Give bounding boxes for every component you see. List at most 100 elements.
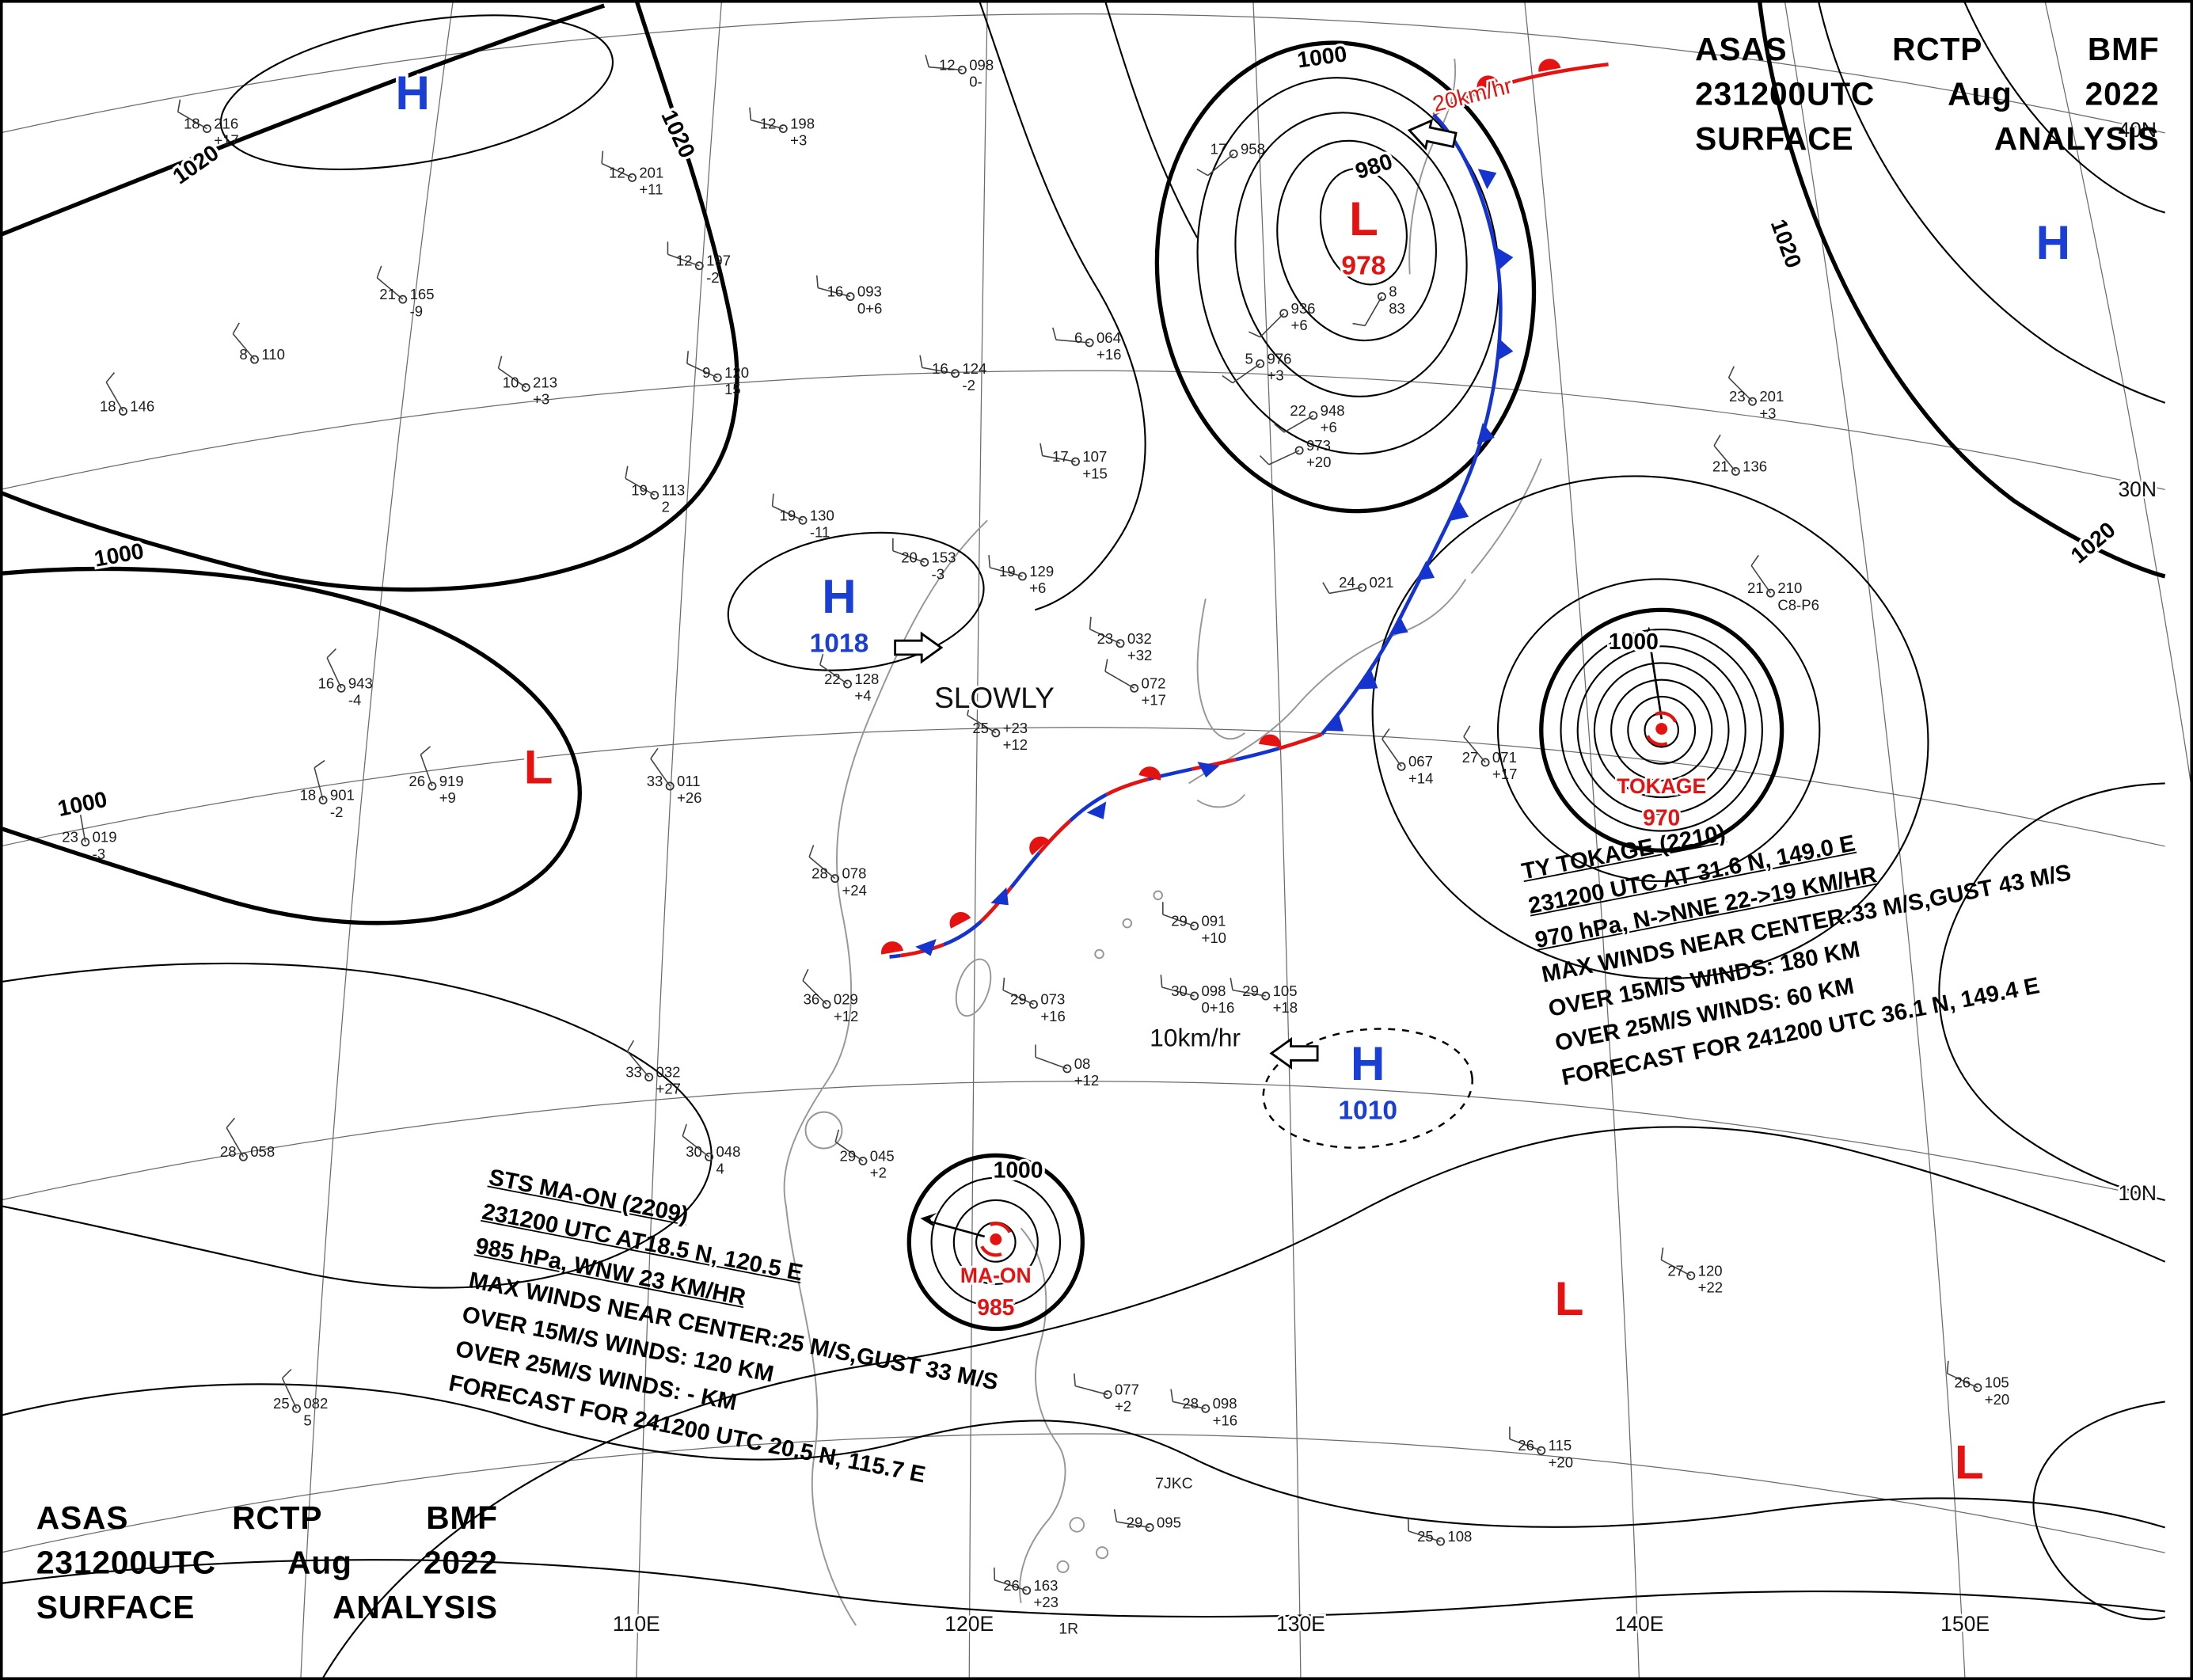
annotation-text: SLOWLY [934,681,1055,714]
station-plot: 27 120+22 [1660,1247,1723,1296]
wind-barb [1947,1373,1978,1389]
wind-barb [802,980,827,1005]
station-aux: +6 [1029,580,1046,596]
isobars [906,1153,1085,1332]
wind-barb [1713,445,1736,472]
station-aux: +12 [1074,1072,1099,1089]
station-circle [628,173,637,182]
station-temp: 17 [1211,140,1227,157]
isobars [0,3,606,238]
station-aux: -2 [330,804,343,820]
station-circle [1190,922,1199,931]
station-circle [1358,583,1367,592]
pressure-value: 978 [1341,251,1385,280]
wind-barb-tick [834,1129,840,1142]
station-temp: 19 [631,481,648,498]
station-aux: 0+16 [1201,999,1234,1016]
station-plot: 28 098+16 [1170,1389,1237,1428]
isobars [1576,645,1746,815]
wind-barb [819,664,849,685]
wind-barb [420,754,433,787]
wind-barb [326,657,342,689]
isobars [978,0,1146,611]
wind-barb [1382,739,1402,767]
station-temp: 19 [999,563,1016,580]
station-pressure: 113 [662,481,686,498]
station-temp: 26 [1954,1374,1971,1391]
wind-barb-tick [1196,168,1209,177]
pressure-value: 1010 [1338,1096,1397,1125]
station-circle [778,124,788,134]
station-temp: 12 [939,56,956,73]
station-temp: 20 [901,549,918,565]
station-circle [1377,292,1386,302]
station-aux: +22 [1698,1279,1723,1296]
station-temp: 27 [1462,749,1479,766]
wind-barb [1042,454,1076,462]
wind-barb-tick [919,355,923,368]
station-aux: 4 [716,1160,724,1176]
station-aux: +32 [1127,647,1152,663]
station-temp: 30 [686,1143,702,1160]
station-plot: 25 108 [1407,1518,1472,1546]
station-circle [336,683,346,693]
isobars [952,1199,1039,1286]
station-plot: 17 107+15 [1039,443,1108,481]
station-plot: 29 105+18 [1230,977,1298,1016]
wind-barb [686,363,718,378]
station-circle [1480,758,1490,767]
station-pressure: 098 [1213,1395,1237,1412]
station-circle [951,369,960,378]
wind-barb-tick [1727,366,1735,378]
wind-barb-tick [1382,728,1390,739]
title-line: 231200UTC Aug 2022 [36,1544,498,1582]
title-word: 2022 [2085,75,2160,112]
title-word: 231200UTC [1695,75,1876,112]
wind-barb-tick [1002,977,1005,990]
isobars [1627,695,1697,765]
station-temp: 8 [239,346,247,363]
station-plot: 28 078+24 [808,845,867,899]
misc-label: 1R [1058,1621,1078,1638]
station-pressure: 108 [1447,1528,1472,1545]
typhoon-arm [1655,711,1678,723]
fronts [880,59,1609,959]
wind-barb [1116,1521,1150,1529]
isobars [0,1559,2165,1618]
wind-barb-tick [1113,1509,1118,1522]
isobar-label: 1000 [994,1157,1043,1183]
stationary-front-markers [1086,801,1107,819]
station-plot: 072+17 [1104,659,1166,708]
h1010-arrow [1269,1037,1319,1070]
isobars [219,14,614,170]
station-plot: 12 198+3 [749,107,815,149]
station-plot: 16 943-4 [318,648,373,708]
station-aux: +14 [1408,770,1433,786]
station-aux: +26 [677,789,701,806]
wind-barb-tick [232,322,240,334]
station-temp: 19 [780,507,796,523]
stationary-front-markers [880,734,1282,956]
wind-barb-tick [1170,1389,1174,1402]
isobars [1560,629,1763,832]
station-temp: 10 [503,374,519,390]
station-pressure: 943 [348,675,373,691]
station-circle [1062,1064,1072,1074]
misc-label: 7JKC [1155,1475,1192,1492]
station-pressure: 019 [93,829,117,846]
station-temp: 29 [1010,991,1027,1008]
wind-barb [1283,415,1314,433]
wind-barb-tick [1089,616,1092,629]
station-circle [1261,991,1271,1001]
latitude-label: 10N [2118,1181,2157,1205]
title-word: SURFACE [36,1588,196,1625]
station-plot: 8 110 [232,322,285,364]
station-aux: 15 [724,381,741,397]
station-pressure: 098 [1201,983,1226,999]
isobars [1963,0,2165,214]
